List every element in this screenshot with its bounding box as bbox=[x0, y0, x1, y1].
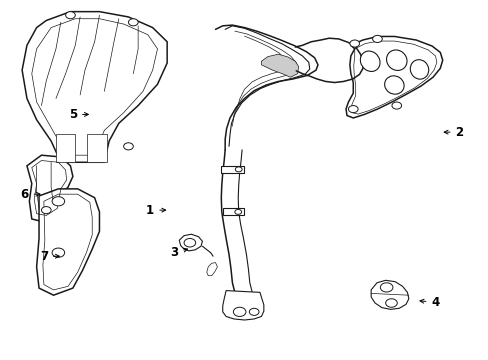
Text: 6: 6 bbox=[20, 188, 40, 201]
Polygon shape bbox=[370, 280, 408, 309]
Circle shape bbox=[123, 143, 133, 150]
Polygon shape bbox=[346, 36, 442, 118]
Polygon shape bbox=[22, 12, 167, 162]
Polygon shape bbox=[206, 262, 217, 276]
Polygon shape bbox=[179, 234, 202, 251]
Circle shape bbox=[235, 167, 242, 172]
Circle shape bbox=[234, 210, 241, 215]
Circle shape bbox=[52, 197, 64, 206]
Text: 4: 4 bbox=[419, 296, 439, 309]
Circle shape bbox=[380, 283, 392, 292]
Ellipse shape bbox=[360, 51, 379, 71]
Circle shape bbox=[128, 19, 138, 26]
Circle shape bbox=[65, 12, 75, 19]
Polygon shape bbox=[37, 189, 99, 295]
Text: 3: 3 bbox=[170, 246, 187, 259]
Circle shape bbox=[233, 307, 245, 316]
Polygon shape bbox=[87, 134, 106, 162]
Circle shape bbox=[385, 299, 396, 307]
Text: 2: 2 bbox=[443, 126, 463, 139]
Polygon shape bbox=[56, 134, 75, 162]
Circle shape bbox=[183, 238, 195, 247]
Circle shape bbox=[349, 40, 359, 47]
Polygon shape bbox=[223, 208, 244, 215]
Text: 1: 1 bbox=[146, 204, 165, 217]
Text: 7: 7 bbox=[40, 250, 59, 263]
Circle shape bbox=[41, 207, 51, 214]
Circle shape bbox=[372, 35, 382, 42]
Polygon shape bbox=[223, 291, 264, 320]
Polygon shape bbox=[261, 54, 298, 77]
Circle shape bbox=[348, 105, 357, 113]
Ellipse shape bbox=[386, 50, 406, 71]
Ellipse shape bbox=[384, 76, 403, 94]
Circle shape bbox=[249, 308, 259, 315]
Polygon shape bbox=[27, 155, 73, 222]
Circle shape bbox=[52, 248, 64, 257]
Polygon shape bbox=[221, 166, 244, 173]
Circle shape bbox=[391, 102, 401, 109]
Text: 5: 5 bbox=[69, 108, 88, 121]
Ellipse shape bbox=[409, 60, 428, 79]
